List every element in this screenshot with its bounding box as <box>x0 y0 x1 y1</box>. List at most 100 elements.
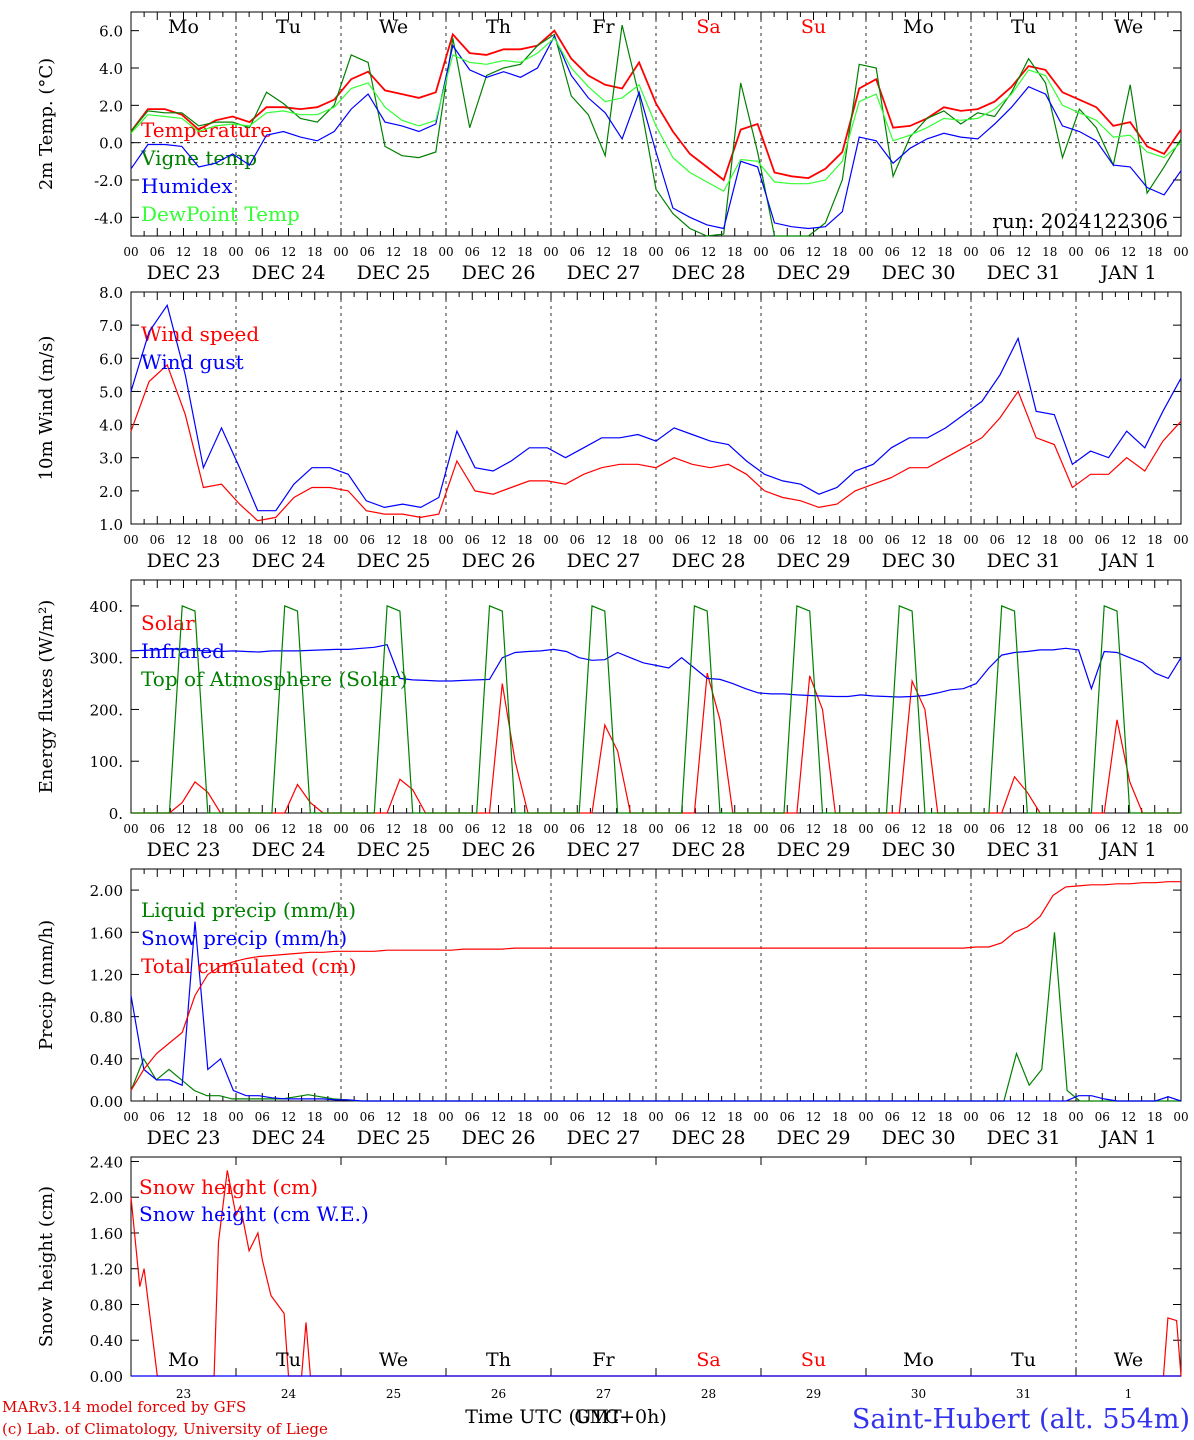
x-hour-label: 06 <box>150 1110 165 1124</box>
x-day-number: 28 <box>701 1387 716 1401</box>
x-date-label: DEC 25 <box>357 1127 431 1149</box>
x-hour-label: 00 <box>123 822 138 836</box>
series-line-vigne-temp <box>130 24 1182 237</box>
x-hour-label: 06 <box>1095 822 1110 836</box>
x-hour-label: 18 <box>307 1110 322 1124</box>
weekday-label: We <box>379 1349 408 1371</box>
x-hour-label: 12 <box>491 533 506 547</box>
x-hour-label: 12 <box>1016 822 1031 836</box>
x-date-label: DEC 23 <box>147 262 221 284</box>
x-date-label: DEC 24 <box>252 839 326 861</box>
panel-2: 8.0 7.0 6.0 5.0 4.0 3.0 2.0 1.0 10m Wind (m/s) Wi… <box>36 284 1189 572</box>
x-date-label: DEC 27 <box>567 1127 641 1149</box>
x-hour-label: 06 <box>1095 245 1110 259</box>
x-date-label: DEC 23 <box>147 1127 221 1149</box>
x-hour-label: 18 <box>832 533 847 547</box>
y-tick-label: 3.0 <box>99 450 123 468</box>
x-hour-label: 18 <box>1147 1110 1162 1124</box>
series-line-temperature <box>130 29 1182 182</box>
x-hour-label: 12 <box>596 822 611 836</box>
x-hour-label: 12 <box>491 822 506 836</box>
x-hour-label: 00 <box>648 245 663 259</box>
x-hour-label: 06 <box>1095 533 1110 547</box>
legend-label: Liquid precip (mm/h) <box>141 898 356 922</box>
y-tick-label: 0.0 <box>99 135 123 153</box>
x-hour-label: 18 <box>1042 245 1057 259</box>
x-date-label: DEC 23 <box>147 839 221 861</box>
x-hour-label: 12 <box>911 245 926 259</box>
y-tick-label: 100. <box>90 753 123 771</box>
x-day-number: 24 <box>281 1387 297 1401</box>
x-hour-label: 00 <box>543 533 558 547</box>
x-date-label: DEC 28 <box>672 839 746 861</box>
series-line-wind-speed <box>130 363 1182 522</box>
panel-5: 2.40 2.00 1.60 1.20 0.80 0.40 0.00 Snow height … <box>36 1153 1182 1401</box>
x-hour-label: 18 <box>937 1110 952 1124</box>
x-hour-label: 18 <box>202 245 217 259</box>
x-hour-label: 18 <box>307 822 322 836</box>
x-hour-label: 18 <box>412 1110 427 1124</box>
x-hour-label: 00 <box>1068 822 1083 836</box>
series-line-wind-gust <box>130 303 1182 512</box>
y-tick-label: 1.0 <box>99 516 123 534</box>
x-hour-label: 06 <box>360 1110 375 1124</box>
x-date-label: DEC 27 <box>567 839 641 861</box>
y-tick-label: 2.00 <box>90 1189 123 1207</box>
x-hour-label: 00 <box>1173 1110 1188 1124</box>
x-hour-label: 00 <box>963 1110 978 1124</box>
x-hour-label: 06 <box>780 245 795 259</box>
x-hour-label: 12 <box>806 533 821 547</box>
x-hour-label: 00 <box>543 822 558 836</box>
station-label: Saint-Hubert (alt. 554m) <box>852 1404 1190 1435</box>
x-day-number: 1 <box>1125 1387 1133 1401</box>
x-hour-label: 00 <box>123 245 138 259</box>
x-hour-label: 00 <box>228 533 243 547</box>
x-hour-label: 18 <box>307 533 322 547</box>
x-hour-label: 06 <box>570 1110 585 1124</box>
x-hour-label: 12 <box>1121 1110 1136 1124</box>
x-date-label: DEC 29 <box>777 550 851 572</box>
x-date-label: DEC 25 <box>357 262 431 284</box>
panel-1: 6.0 4.0 2.0 0.0 -2.0 -4.0 2m Temp. (°C) Tempera… <box>36 11 1189 284</box>
legend-label: Humidex <box>141 174 233 198</box>
x-day-number: 30 <box>911 1387 926 1401</box>
x-hour-label: 18 <box>412 822 427 836</box>
x-date-label: DEC 30 <box>882 839 956 861</box>
x-hour-label: 18 <box>517 1110 532 1124</box>
legend-label: Top of Atmosphere (Solar) <box>141 667 408 691</box>
x-day-number: 23 <box>176 1387 191 1401</box>
x-hour-label: 00 <box>228 822 243 836</box>
weekday-label: Sa <box>696 16 720 38</box>
x-hour-label: 18 <box>1042 822 1057 836</box>
x-hour-label: 18 <box>202 1110 217 1124</box>
x-hour-label: 18 <box>1147 245 1162 259</box>
x-hour-label: 18 <box>622 245 637 259</box>
x-hour-label: 00 <box>123 1110 138 1124</box>
y-axis-label: 2m Temp. (°C) <box>36 58 57 190</box>
y-tick-label: 0. <box>109 805 123 823</box>
x-day-number: 29 <box>806 1387 821 1401</box>
x-hour-label: 12 <box>596 1110 611 1124</box>
panel-4: 2.00 1.60 1.20 0.80 0.40 0.00 Precip (mm/h) Liq… <box>36 868 1189 1149</box>
x-hour-label: 06 <box>360 822 375 836</box>
y-tick-label: 2.40 <box>90 1153 123 1171</box>
x-hour-label: 18 <box>517 245 532 259</box>
y-tick-label: 2.0 <box>99 483 123 501</box>
x-hour-label: 12 <box>911 822 926 836</box>
y-tick-label: 0.40 <box>90 1051 123 1069</box>
x-hour-label: 06 <box>675 822 690 836</box>
x-hour-label: 00 <box>753 245 768 259</box>
x-date-label: DEC 26 <box>462 550 536 572</box>
x-date-label: DEC 28 <box>672 1127 746 1149</box>
x-hour-label: 18 <box>727 533 742 547</box>
x-hour-label: 12 <box>596 533 611 547</box>
x-hour-label: 12 <box>281 245 296 259</box>
x-date-label: DEC 29 <box>777 262 851 284</box>
x-hour-label: 18 <box>622 1110 637 1124</box>
x-hour-label: 18 <box>412 533 427 547</box>
x-hour-label: 00 <box>333 245 348 259</box>
x-hour-label: 06 <box>885 822 900 836</box>
legend-label: Total cumulated (cm) <box>141 954 357 978</box>
x-hour-label: 12 <box>1121 822 1136 836</box>
x-date-label: DEC 24 <box>252 262 326 284</box>
